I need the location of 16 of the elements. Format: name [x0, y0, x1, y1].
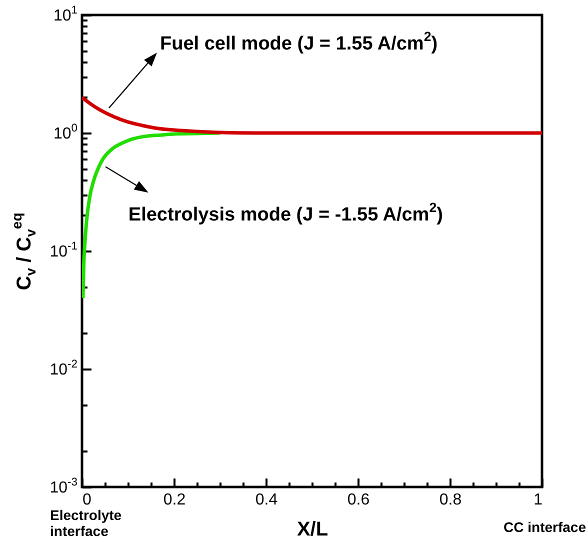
y-tick-label: 10$^{0}$	[53, 122, 78, 142]
x-tick-label: 0.6	[347, 492, 370, 508]
text: Electrolyte interface	[50, 507, 122, 539]
y-tick-label: 10$^{-1}$	[50, 240, 78, 260]
annotation: Fuel cell mode (J = 1.55 A/cm$^{2}$)	[160, 29, 438, 55]
annotation: Electrolysis mode (J = -1.55 A/cm$^{2}$)	[128, 200, 443, 226]
x-tick-label: 0.4	[255, 492, 278, 508]
y-tick-label: 10$^{-3}$	[50, 476, 78, 496]
x-tick-label: 0.8	[439, 492, 462, 508]
text: CC interface	[504, 519, 586, 535]
x-tick-label: 0	[82, 492, 92, 508]
x-axis-title: X/L	[296, 518, 328, 540]
x-tick-label: 1	[534, 492, 543, 508]
x-tick-label: 0.2	[163, 492, 186, 508]
y-tick-label: 10$^{1}$	[53, 4, 78, 24]
y-tick-label: 10$^{-2}$	[50, 358, 78, 378]
